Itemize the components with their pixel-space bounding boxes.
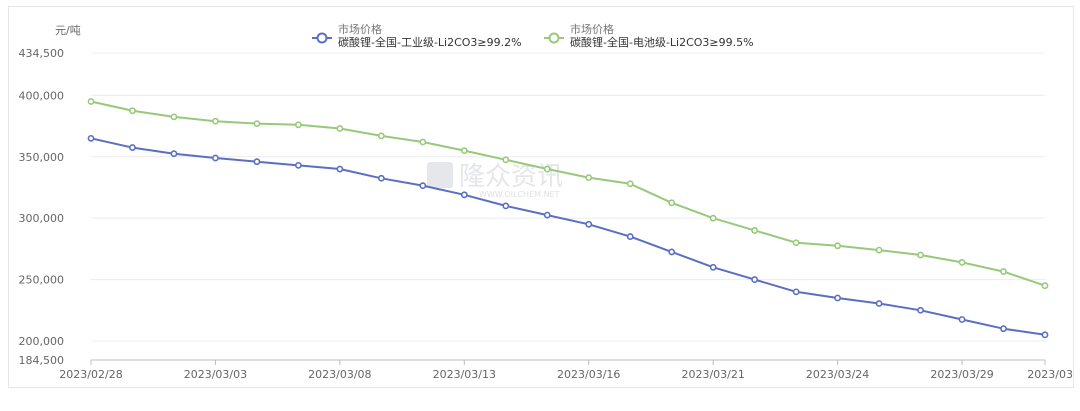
y-tick-label: 350,000 xyxy=(19,151,65,164)
x-tick-label: 2023/03/16 xyxy=(557,368,620,381)
data-point[interactable] xyxy=(917,251,924,259)
data-point[interactable] xyxy=(460,191,468,199)
legend-item-battery[interactable]: 市场价格 碳酸锂-全国-电池级-Li2CO3≥99.5% xyxy=(544,22,754,49)
data-point[interactable] xyxy=(170,150,178,158)
data-point[interactable] xyxy=(543,211,551,219)
data-point[interactable] xyxy=(294,121,302,129)
x-tick-label: 2023/03/08 xyxy=(308,368,371,381)
data-point[interactable] xyxy=(129,107,136,115)
data-point[interactable] xyxy=(543,165,551,173)
data-point[interactable] xyxy=(668,199,676,207)
legend-title-battery: 市场价格 xyxy=(570,22,614,36)
data-point[interactable] xyxy=(751,276,759,283)
data-point[interactable] xyxy=(212,117,219,125)
data-point[interactable] xyxy=(1000,268,1007,275)
x-tick-label: 2023/02/28 xyxy=(59,368,122,381)
data-point[interactable] xyxy=(1000,325,1007,333)
data-point[interactable] xyxy=(709,214,717,222)
data-point[interactable] xyxy=(1041,282,1049,290)
data-point[interactable] xyxy=(875,246,883,254)
legend-name-battery: 碳酸锂-全国-电池级-Li2CO3≥99.5% xyxy=(570,35,754,49)
y-tick-label: 300,000 xyxy=(19,212,65,225)
data-point[interactable] xyxy=(253,158,261,166)
data-point[interactable] xyxy=(875,300,883,307)
legend-name-industrial: 碳酸锂-全国-工业级-Li2CO3≥99.2% xyxy=(338,35,522,49)
data-point[interactable] xyxy=(129,144,136,151)
data-point[interactable] xyxy=(336,165,344,173)
data-point[interactable] xyxy=(958,258,966,266)
data-point[interactable] xyxy=(626,180,634,188)
line-chart: 隆众资讯 WWW.OILCHEM.NET 元/吨 184,500200,0002… xyxy=(19,22,1080,381)
x-tick-label: 2023/03/31 xyxy=(1027,368,1073,381)
data-point[interactable] xyxy=(585,174,593,182)
grid-lines xyxy=(91,52,1045,342)
data-point[interactable] xyxy=(460,147,468,155)
data-point[interactable] xyxy=(834,294,842,302)
data-point[interactable] xyxy=(792,288,800,296)
legend-item-industrial[interactable]: 市场价格 碳酸锂-全国-工业级-Li2CO3≥99.2% xyxy=(312,22,522,49)
series-line-1 xyxy=(90,100,1046,287)
data-point[interactable] xyxy=(87,134,95,142)
series-line-0 xyxy=(90,137,1046,336)
legend: 市场价格 碳酸锂-全国-工业级-Li2CO3≥99.2% 市场价格 碳酸锂-全国… xyxy=(312,22,754,49)
data-point[interactable] xyxy=(377,132,385,140)
series-0 xyxy=(87,134,1049,339)
y-tick-label: 200,000 xyxy=(19,335,65,348)
y-tick-label: 250,000 xyxy=(19,274,65,287)
data-point[interactable] xyxy=(958,316,966,323)
legend-title-industrial: 市场价格 xyxy=(338,22,382,36)
data-point[interactable] xyxy=(212,154,219,162)
x-axis: 2023/02/28 2023/03/03 2023/03/08 2023/03/13… xyxy=(59,359,1080,381)
chart-frame: 隆众资讯 WWW.OILCHEM.NET 元/吨 184,500 200,000 2… xyxy=(8,6,1080,388)
legend-marker-industrial xyxy=(316,32,328,44)
data-point[interactable] xyxy=(585,220,593,228)
data-point[interactable] xyxy=(294,161,302,169)
data-point[interactable] xyxy=(1041,331,1049,339)
series-1 xyxy=(87,98,1049,290)
data-point[interactable] xyxy=(336,125,344,132)
data-point[interactable] xyxy=(792,239,800,247)
x-tick-label: 2023/03/24 xyxy=(806,368,869,381)
data-point[interactable] xyxy=(834,242,842,250)
series-group xyxy=(87,98,1049,339)
data-point[interactable] xyxy=(170,113,178,121)
watermark-subtext: WWW.OILCHEM.NET xyxy=(479,190,560,199)
data-point[interactable] xyxy=(751,227,759,234)
data-point[interactable] xyxy=(419,182,427,190)
data-point[interactable] xyxy=(377,174,385,182)
data-point[interactable] xyxy=(253,120,261,128)
data-point[interactable] xyxy=(626,233,634,240)
legend-marker-battery xyxy=(548,32,560,44)
data-point[interactable] xyxy=(709,263,717,271)
y-axis: 元/吨 184,500 200,000 250,000 300,000 350,000 4… xyxy=(19,24,81,367)
x-tick-label: 2023/03/29 xyxy=(930,368,993,381)
watermark-logo-icon xyxy=(427,162,453,188)
y-tick-label: 400,000 xyxy=(19,89,65,102)
y-tick-label: 434,500 xyxy=(19,47,65,60)
data-point[interactable] xyxy=(419,138,427,146)
data-point[interactable] xyxy=(87,98,95,105)
x-tick-label: 2023/03/13 xyxy=(433,368,496,381)
y-axis-unit: 元/吨 xyxy=(55,24,81,37)
data-point[interactable] xyxy=(668,248,676,256)
x-tick-label: 2023/03/21 xyxy=(681,368,744,381)
data-point[interactable] xyxy=(502,202,510,210)
data-point[interactable] xyxy=(502,156,510,164)
x-tick-label: 2023/03/03 xyxy=(184,368,247,381)
data-point[interactable] xyxy=(917,306,924,314)
y-tick-label: 184,500 xyxy=(19,354,65,367)
